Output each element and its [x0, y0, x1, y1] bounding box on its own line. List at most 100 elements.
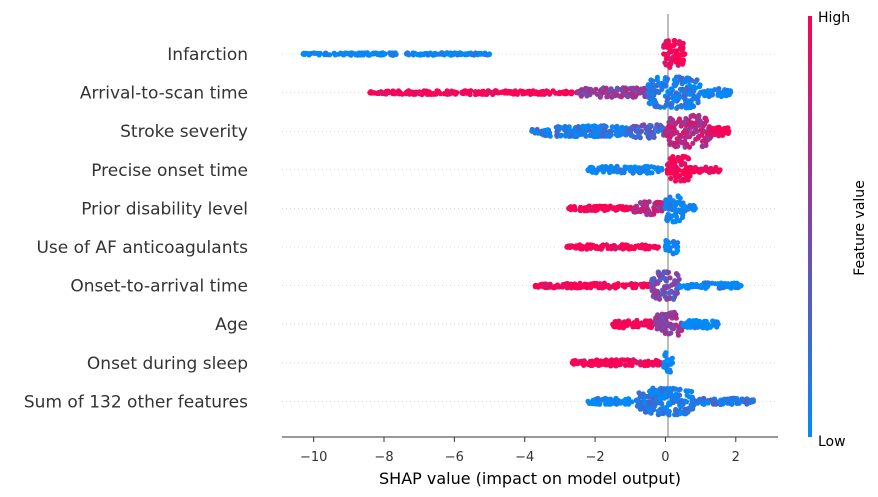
data-point: [649, 359, 655, 365]
data-point: [672, 77, 678, 83]
data-point: [585, 123, 592, 129]
data-point: [472, 50, 479, 56]
data-point: [643, 409, 649, 415]
data-point: [611, 360, 617, 366]
data-point: [681, 130, 687, 136]
data-point: [682, 101, 689, 107]
data-point: [676, 207, 682, 213]
data-point: [660, 314, 666, 320]
data-point: [589, 207, 595, 213]
data-point: [634, 167, 640, 173]
data-point: [652, 126, 659, 132]
data-point: [678, 404, 684, 410]
data-point: [585, 167, 591, 173]
feature-swarm: [566, 193, 698, 225]
data-point: [668, 61, 674, 67]
data-point: [635, 208, 641, 214]
feature-label: Infarction: [167, 45, 248, 65]
data-point: [644, 170, 650, 176]
data-point: [585, 361, 591, 368]
data-point: [652, 321, 658, 327]
data-point: [666, 123, 672, 129]
data-point: [642, 208, 648, 214]
data-point: [417, 51, 423, 57]
data-point: [687, 167, 693, 173]
data-point: [670, 219, 676, 225]
data-point: [563, 132, 569, 138]
data-point: [674, 129, 680, 135]
data-point: [668, 175, 674, 181]
feature-label: Age: [215, 315, 248, 335]
feature-label: Prior disability level: [81, 199, 248, 219]
data-point: [663, 238, 669, 244]
data-point: [589, 358, 595, 364]
data-point: [646, 324, 652, 330]
data-point: [597, 401, 603, 407]
data-point: [323, 51, 329, 58]
data-point: [646, 399, 652, 405]
data-point: [712, 87, 718, 93]
data-point: [724, 398, 730, 404]
data-point: [592, 127, 598, 133]
feature-swarm: [300, 37, 688, 70]
data-point: [668, 86, 675, 92]
x-tick-label: −2: [585, 450, 604, 465]
data-point: [700, 325, 706, 331]
data-point: [367, 90, 373, 96]
data-point: [676, 116, 683, 122]
data-point: [403, 91, 409, 97]
data-point: [382, 51, 388, 57]
data-point: [669, 213, 675, 219]
data-point: [473, 91, 479, 98]
data-point: [604, 242, 610, 248]
data-point: [386, 89, 392, 95]
data-point: [680, 41, 686, 47]
data-point: [725, 283, 732, 289]
data-point: [655, 389, 661, 395]
data-point: [667, 367, 673, 373]
data-point: [651, 207, 657, 213]
data-point: [583, 133, 589, 139]
data-point: [750, 398, 757, 404]
data-point: [558, 132, 564, 138]
data-point: [579, 131, 585, 137]
data-point: [610, 168, 617, 174]
data-point: [662, 330, 668, 336]
data-point: [586, 127, 593, 133]
data-point: [699, 138, 706, 144]
data-point: [650, 276, 656, 282]
data-point: [674, 58, 681, 64]
data-point: [656, 293, 662, 299]
x-axis: −10 −8 −6 −4 −2 0 2 SHAP value (impact on mode…: [282, 436, 778, 488]
data-point: [666, 45, 673, 51]
data-point: [666, 295, 672, 301]
data-point: [603, 85, 609, 91]
data-point: [694, 128, 700, 134]
data-point: [619, 357, 626, 363]
data-point: [688, 394, 694, 400]
x-tick-label: 2: [732, 450, 740, 465]
data-point: [669, 355, 675, 361]
data-point: [547, 90, 553, 96]
data-point: [676, 41, 682, 47]
data-point: [517, 88, 524, 94]
data-point: [395, 88, 402, 94]
data-point: [609, 124, 615, 130]
colorbar-high-label: High: [818, 10, 850, 26]
data-point: [694, 77, 700, 83]
data-point: [605, 165, 611, 171]
data-point: [705, 136, 712, 142]
data-point: [645, 90, 651, 96]
data-point: [390, 90, 396, 96]
colorbar-gradient: [808, 16, 812, 437]
feature-swarm: [532, 269, 744, 302]
data-point: [579, 206, 585, 212]
data-point: [662, 269, 668, 275]
data-point: [577, 280, 583, 286]
data-point: [716, 86, 722, 92]
data-point: [647, 388, 653, 394]
data-point: [639, 393, 645, 399]
data-point: [704, 284, 710, 290]
colorbar: High Low Feature value: [808, 10, 868, 450]
data-point: [598, 358, 604, 364]
